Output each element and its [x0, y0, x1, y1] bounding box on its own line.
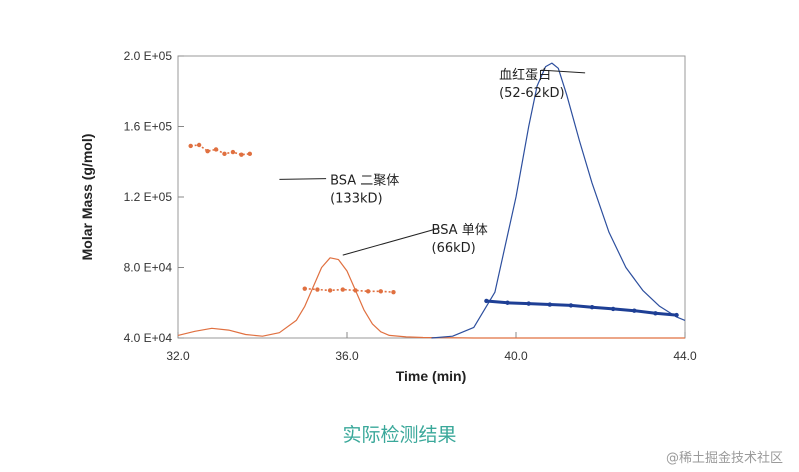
annotation-0-pointer: [279, 178, 327, 180]
annotation-2-pointer: [541, 69, 586, 74]
x-tick-label: 36.0: [335, 349, 359, 363]
annotation-2-line-1: (52-62kD): [499, 86, 564, 101]
series-2-trace: [190, 144, 250, 156]
series-3-point: [340, 287, 345, 292]
series-layer: [177, 62, 686, 339]
series-3-point: [365, 289, 371, 294]
y-tick-label: 4.0 E+04: [124, 331, 173, 345]
series-4-trace: [486, 299, 677, 317]
y-tick-label: 1.6 E+05: [124, 120, 173, 134]
x-tick-label: 32.0: [166, 349, 190, 363]
source-credit: @稀土掘金技术社区: [665, 451, 783, 466]
y-axis-title: Molar Mass (g/mol): [79, 134, 95, 261]
series-3-point: [353, 288, 358, 293]
annotation-0-line-0: BSA 二聚体: [330, 174, 399, 189]
series-2-point: [247, 151, 253, 157]
annotation-2-line-0: 血红蛋白: [499, 67, 551, 83]
x-axis-ticks: 32.0 36.0 40.0 44.0: [166, 332, 697, 363]
y-tick-label: 1.2 E+05: [124, 190, 173, 204]
x-tick-label: 40.0: [504, 349, 528, 363]
annotation-0-line-1: (133kD): [330, 192, 383, 207]
plot-frame: [177, 55, 686, 339]
series-2-point: [188, 143, 193, 149]
annotation-1-line-1: (66kD): [432, 241, 476, 256]
series-3-point: [302, 286, 307, 291]
figure-caption: 实际检测结果: [342, 424, 457, 446]
annotation-1-pointer: [342, 227, 440, 256]
annotation-1-line-0: BSA 单体: [432, 223, 488, 238]
series-0-line: [177, 257, 685, 339]
y-tick-label: 8.0 E+04: [124, 261, 173, 275]
y-tick-label: 2.0 E+05: [124, 49, 173, 63]
series-3-trace: [304, 287, 394, 293]
molar-mass-chart: 4.0 E+04 8.0 E+04 1.2 E+05 1.6 E+05 2.0 E+05…: [79, 49, 697, 384]
series-1-line: [431, 62, 686, 339]
y-axis-ticks: 4.0 E+04 8.0 E+04 1.2 E+05 1.6 E+05 2.0 E+05: [124, 49, 184, 345]
x-axis-title: Time (min): [396, 368, 467, 384]
x-tick-label: 44.0: [673, 349, 697, 363]
annotations-layer: BSA 二聚体 (133kD) BSA 单体 (66kD) 血红蛋白 (52-62kD): [279, 67, 586, 256]
